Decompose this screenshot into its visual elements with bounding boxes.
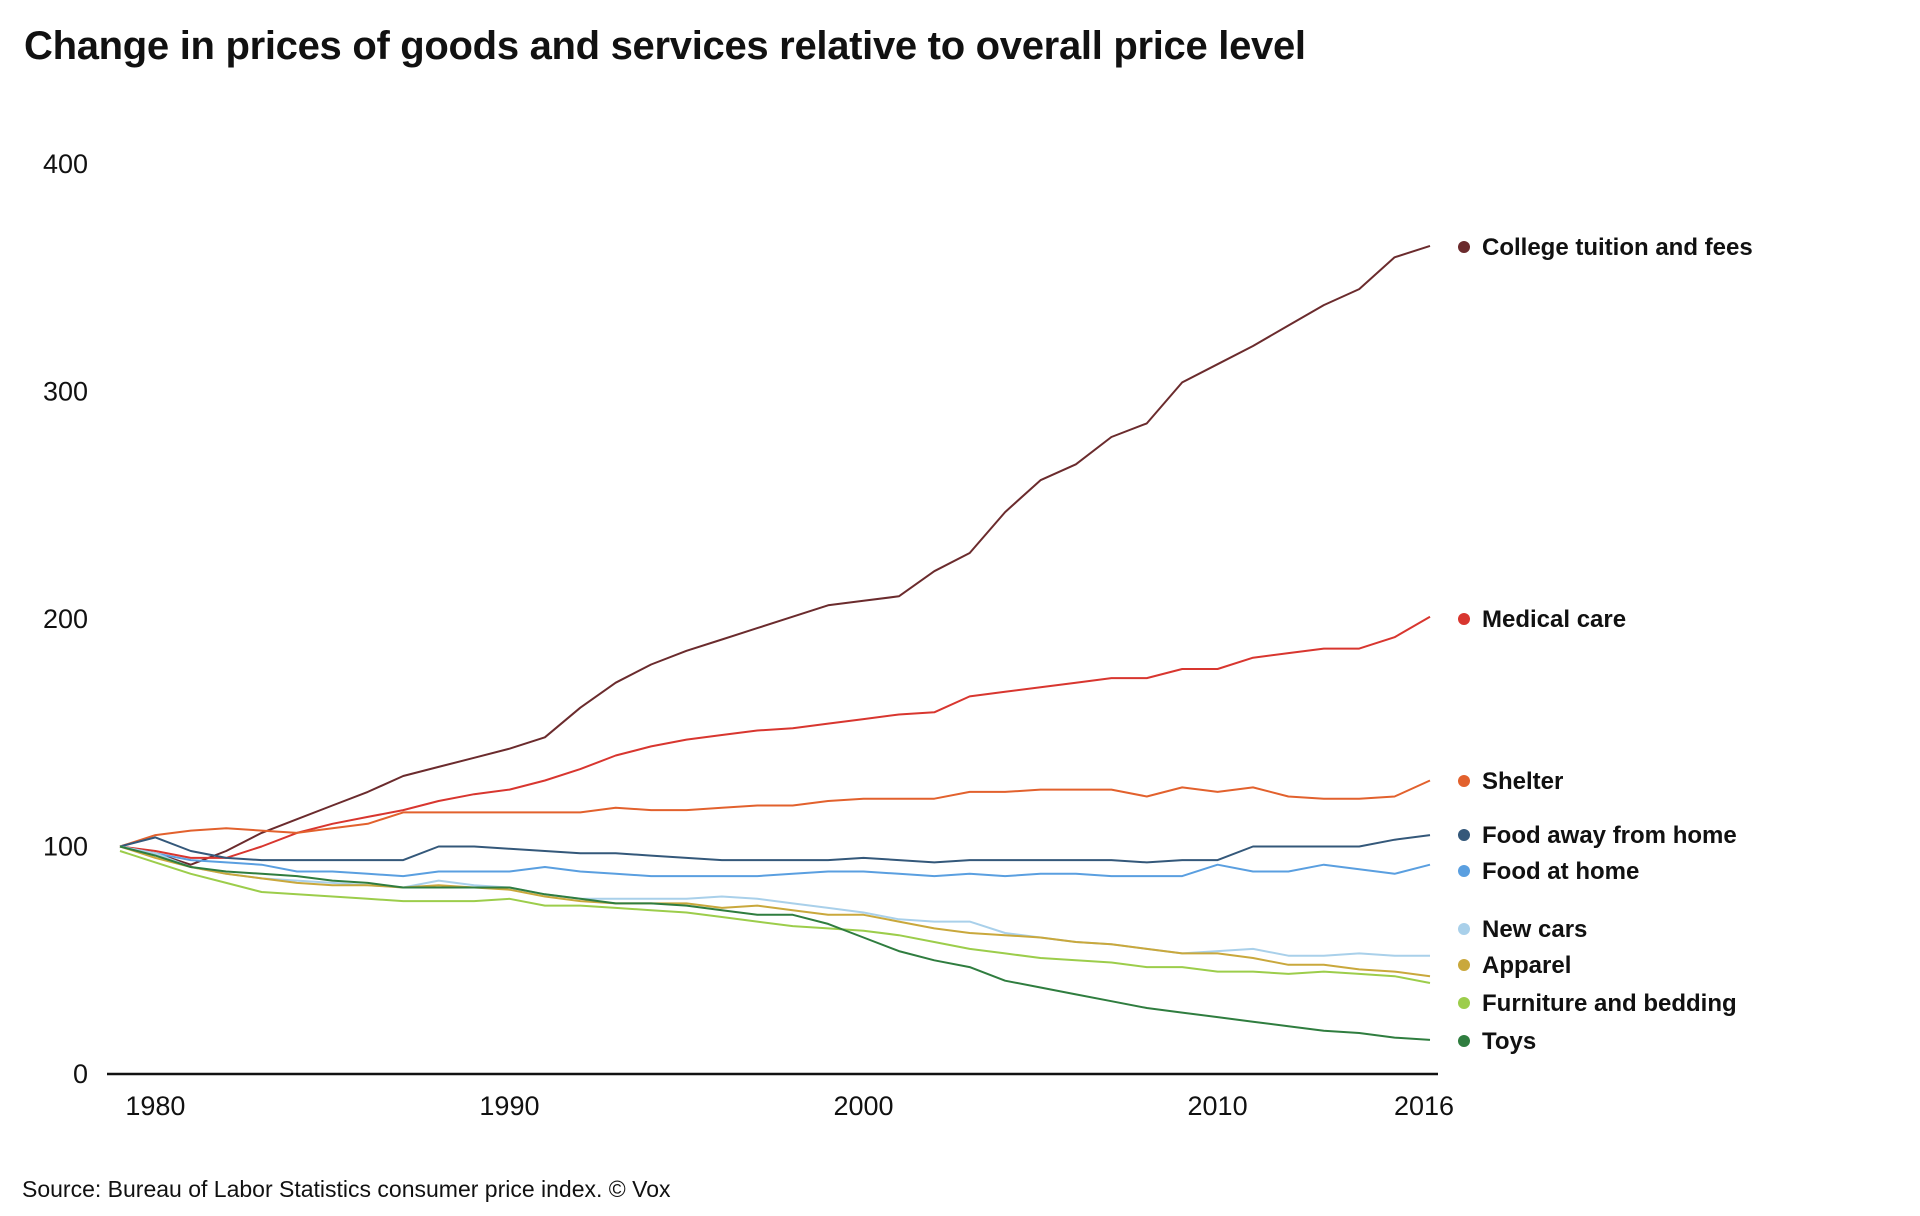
x-tick-label: 1980	[125, 1091, 185, 1121]
legend-item: New cars	[1458, 916, 1587, 943]
series-line-new-cars	[119, 845, 1430, 957]
series-line-college-tuition-and-fees	[119, 244, 1431, 866]
legend-item: College tuition and fees	[1458, 234, 1753, 261]
legend-item: Shelter	[1458, 768, 1563, 795]
series-line-shelter	[119, 779, 1431, 848]
series-line-medical-care	[119, 615, 1431, 859]
series-line-toys	[119, 845, 1431, 1041]
legend-dot-icon	[1458, 613, 1470, 625]
legend-label: College tuition and fees	[1482, 234, 1753, 261]
legend-dot-icon	[1458, 923, 1470, 935]
legend-item: Food at home	[1458, 858, 1639, 885]
legend-label: Food away from home	[1482, 822, 1737, 849]
y-tick-label: 100	[43, 832, 88, 862]
legend-item: Food away from home	[1458, 822, 1737, 849]
legend-dot-icon	[1458, 1035, 1470, 1047]
legend-item: Medical care	[1458, 606, 1626, 633]
legend-dot-icon	[1458, 959, 1470, 971]
chart-title: Change in prices of goods and services r…	[24, 24, 1306, 68]
series-line-food-at-home	[119, 845, 1431, 878]
x-tick-label: 2016	[1394, 1091, 1454, 1121]
x-tick-label: 2000	[833, 1091, 893, 1121]
legend-label: New cars	[1482, 916, 1587, 943]
legend-label: Food at home	[1482, 858, 1639, 885]
legend-dot-icon	[1458, 997, 1470, 1009]
series-line-furniture-and-bedding	[119, 850, 1431, 984]
y-tick-label: 200	[43, 604, 88, 634]
series-line-apparel	[119, 845, 1431, 978]
legend-label: Medical care	[1482, 606, 1626, 633]
source-note: Source: Bureau of Labor Statistics consu…	[22, 1176, 671, 1202]
x-tick-label: 1990	[479, 1091, 539, 1121]
legend-dot-icon	[1458, 829, 1470, 841]
legend-label: Toys	[1482, 1028, 1536, 1055]
legend-dot-icon	[1458, 241, 1470, 253]
x-tick-label: 2010	[1188, 1091, 1248, 1121]
legend-dot-icon	[1458, 865, 1470, 877]
legend-label: Apparel	[1482, 952, 1571, 979]
series-line-food-away-from-home	[119, 834, 1431, 864]
legend-item: Toys	[1458, 1028, 1536, 1055]
legend-label: Furniture and bedding	[1482, 990, 1737, 1017]
legend-item: Furniture and bedding	[1458, 990, 1737, 1017]
legend-dot-icon	[1458, 775, 1470, 787]
legend-item: Apparel	[1458, 952, 1571, 979]
y-tick-label: 0	[73, 1059, 88, 1089]
y-tick-label: 300	[43, 377, 88, 407]
y-tick-label: 400	[43, 149, 88, 179]
legend-label: Shelter	[1482, 768, 1563, 795]
